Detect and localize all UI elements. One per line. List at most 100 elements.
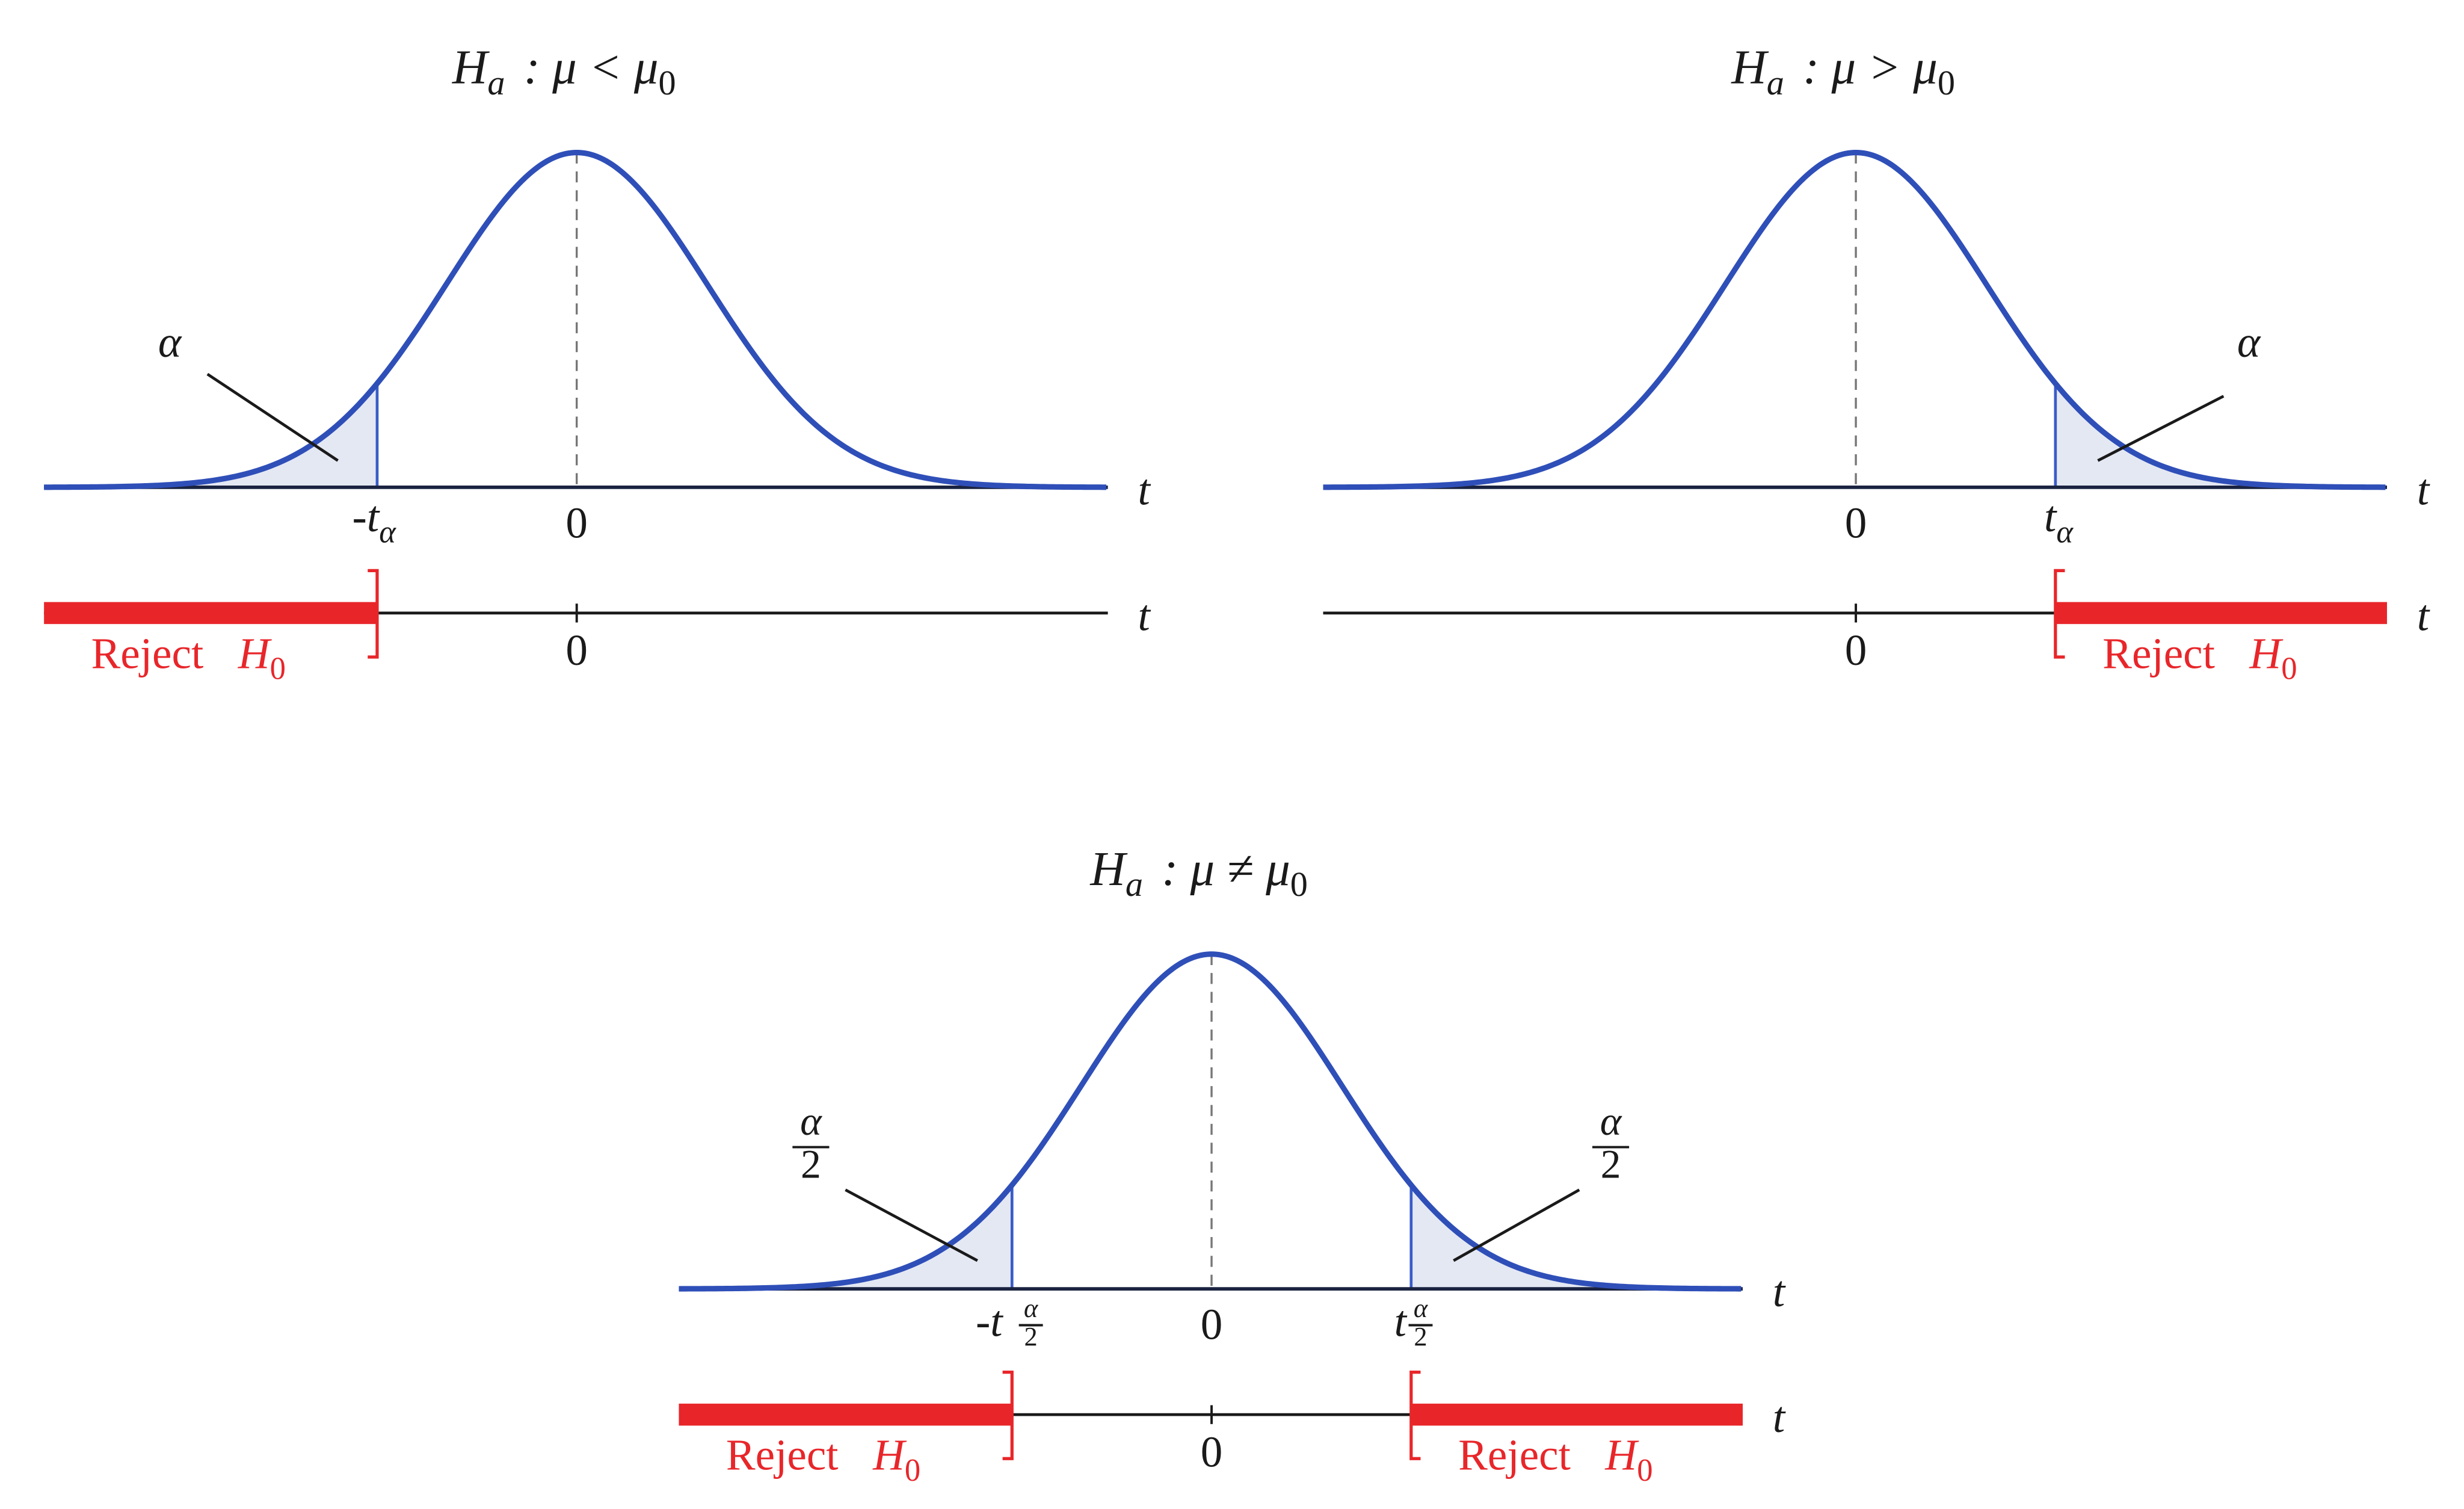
critical-fraction-numerator: α bbox=[1414, 1293, 1429, 1323]
text-part: α bbox=[2237, 318, 2261, 366]
reject-label: Reject H0 bbox=[1458, 1431, 1652, 1488]
text-part: t bbox=[1773, 1393, 1786, 1442]
text-part: 0 bbox=[1845, 499, 1867, 548]
text-part: t bbox=[2417, 466, 2430, 514]
reject-bar bbox=[2055, 602, 2387, 625]
text-part: 0 bbox=[905, 1453, 920, 1488]
text-part: t bbox=[2044, 492, 2057, 541]
critical-label: tα bbox=[2044, 492, 2074, 549]
critical-fraction-denominator: 2 bbox=[1024, 1321, 1038, 1351]
reject-bracket bbox=[368, 569, 379, 659]
text-part: α bbox=[158, 318, 182, 366]
axis-label: t bbox=[2417, 591, 2430, 640]
text-part: a bbox=[1126, 865, 1143, 904]
axis-label: t bbox=[1138, 591, 1151, 640]
text-part: 0 bbox=[659, 63, 676, 102]
text-part: : μ < μ bbox=[524, 40, 659, 94]
center-label: 0 bbox=[565, 626, 588, 674]
reject-label: Reject H0 bbox=[726, 1431, 920, 1488]
center-label: 0 bbox=[1201, 1300, 1223, 1349]
text-part: t bbox=[1773, 1267, 1786, 1316]
title: Ha : μ ≠ μ0 bbox=[1089, 842, 1308, 904]
text-part: t bbox=[1138, 591, 1151, 640]
text-part: H bbox=[1731, 40, 1769, 94]
text-part: 0 bbox=[1938, 63, 1955, 102]
critical-label: t bbox=[1394, 1297, 1408, 1346]
text-part: t bbox=[2417, 591, 2430, 640]
text-part: 2 bbox=[1414, 1321, 1427, 1351]
title: Ha : μ < μ0 bbox=[452, 40, 676, 102]
text-part: 0 bbox=[1637, 1453, 1652, 1488]
text-part: H bbox=[1604, 1431, 1639, 1480]
text-part: 2 bbox=[1601, 1141, 1621, 1187]
text-part: 0 bbox=[565, 626, 588, 674]
text-part: H bbox=[452, 40, 490, 94]
text-part: α bbox=[379, 514, 396, 549]
text-part: Reject bbox=[726, 1431, 839, 1480]
tail-label-numerator: α bbox=[1600, 1098, 1622, 1144]
text-part: : μ > μ bbox=[1803, 40, 1938, 94]
text-part: -t bbox=[976, 1297, 1003, 1346]
density-curve bbox=[1323, 149, 2386, 490]
text-part: H bbox=[2249, 629, 2284, 677]
critical-fraction-numerator: α bbox=[1024, 1293, 1039, 1323]
text-part: 2 bbox=[801, 1141, 821, 1187]
text-part: 0 bbox=[270, 652, 286, 687]
density-curve bbox=[44, 149, 1107, 490]
leader-line bbox=[845, 1188, 978, 1262]
critical-label: -tα bbox=[353, 492, 397, 549]
reject-label: Reject H0 bbox=[91, 629, 286, 686]
leader-line bbox=[2097, 395, 2225, 462]
axis-label: t bbox=[1773, 1393, 1786, 1442]
tail-label-denominator: 2 bbox=[801, 1141, 821, 1187]
text-part: 0 bbox=[1290, 865, 1308, 904]
text-part: a bbox=[1767, 63, 1784, 102]
text-part: -t bbox=[353, 492, 380, 541]
text-part: 0 bbox=[2281, 652, 2297, 687]
reject-bar bbox=[1411, 1403, 1743, 1426]
axis-label: t bbox=[1773, 1267, 1786, 1316]
text-part: 0 bbox=[1845, 626, 1867, 674]
reject-bracket bbox=[1409, 1371, 1421, 1460]
tail-area bbox=[2055, 383, 2387, 487]
title: Ha : μ > μ0 bbox=[1731, 40, 1955, 102]
text-part: 0 bbox=[1201, 1427, 1223, 1476]
leader-line bbox=[206, 372, 339, 462]
text-part: α bbox=[1414, 1293, 1429, 1323]
text-part: Reject bbox=[2102, 629, 2215, 677]
text-part: H bbox=[238, 629, 273, 677]
critical-label: -t bbox=[976, 1297, 1003, 1346]
leader-line bbox=[1453, 1188, 1580, 1262]
text-part: t bbox=[1394, 1297, 1408, 1346]
center-label: 0 bbox=[565, 499, 588, 548]
text-part: α bbox=[800, 1098, 822, 1144]
tail-label: α bbox=[2237, 318, 2261, 366]
reject-label: Reject H0 bbox=[2102, 629, 2297, 686]
text-part: t bbox=[1138, 466, 1151, 514]
tail-area bbox=[44, 383, 377, 487]
text-part: 0 bbox=[565, 499, 588, 548]
reject-bracket bbox=[2054, 569, 2065, 659]
reject-bar bbox=[44, 602, 377, 625]
density-curve bbox=[679, 951, 1742, 1292]
center-label: 0 bbox=[1845, 499, 1867, 548]
text-part: a bbox=[487, 63, 505, 102]
reject-bracket bbox=[1002, 1371, 1014, 1460]
tail-label: α bbox=[158, 318, 182, 366]
text-part: H bbox=[872, 1431, 907, 1480]
text-part: α bbox=[1024, 1293, 1039, 1323]
text-part: 2 bbox=[1024, 1321, 1038, 1351]
text-part: 0 bbox=[1201, 1300, 1223, 1349]
center-label: 0 bbox=[1845, 626, 1867, 674]
text-part: : μ ≠ μ bbox=[1162, 842, 1290, 896]
tail-label-denominator: 2 bbox=[1601, 1141, 1621, 1187]
reject-bar bbox=[679, 1403, 1012, 1426]
critical-fraction-denominator: 2 bbox=[1414, 1321, 1427, 1351]
tail-label-numerator: α bbox=[800, 1098, 822, 1144]
tail-area bbox=[679, 1185, 1012, 1289]
axis-label: t bbox=[1138, 466, 1151, 514]
text-part: Reject bbox=[1458, 1431, 1571, 1480]
text-part: H bbox=[1089, 842, 1128, 896]
tail-area bbox=[1411, 1185, 1743, 1289]
